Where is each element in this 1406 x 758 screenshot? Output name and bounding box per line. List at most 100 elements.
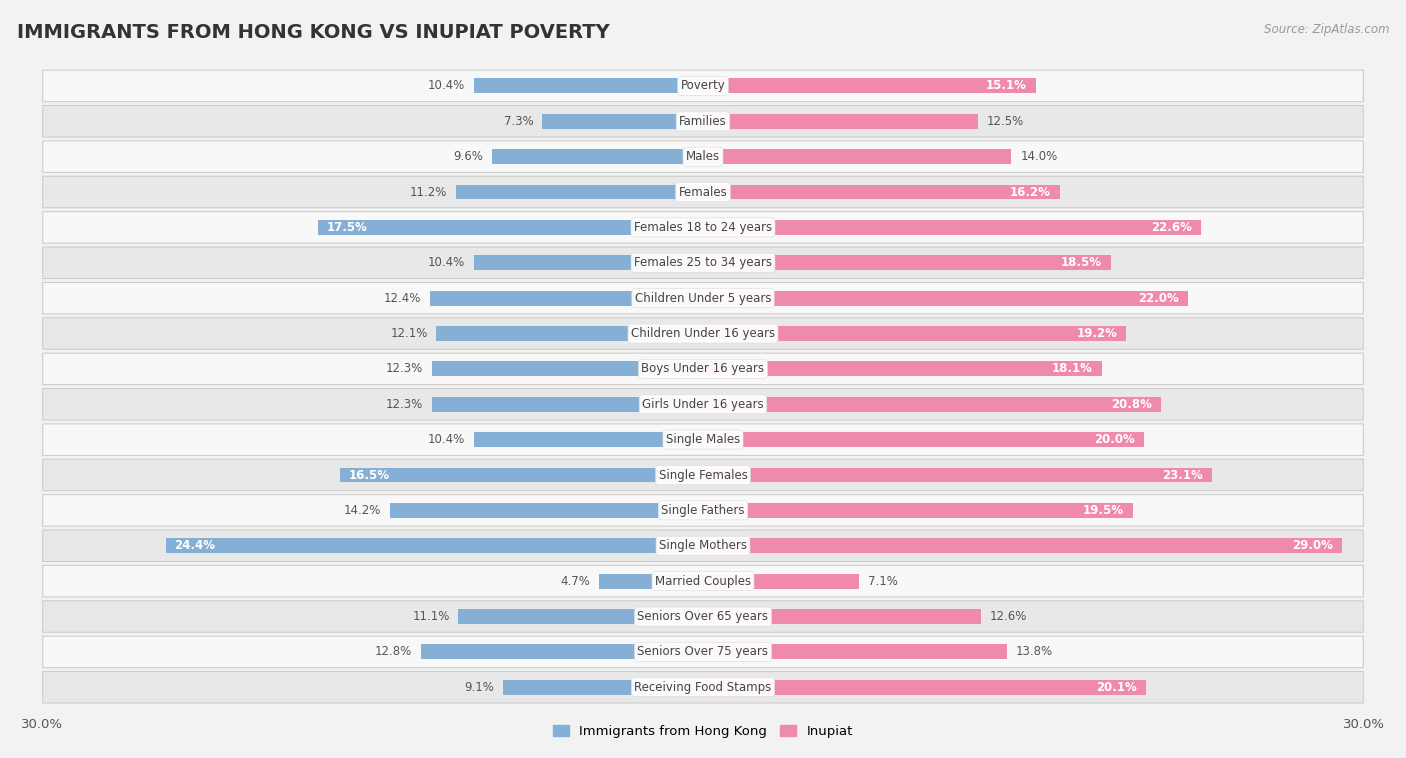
Text: 14.0%: 14.0% — [1021, 150, 1057, 163]
Bar — [432, 362, 703, 376]
Bar — [458, 609, 703, 624]
Text: Females: Females — [679, 186, 727, 199]
Bar — [703, 503, 1133, 518]
Text: 9.1%: 9.1% — [464, 681, 494, 694]
FancyBboxPatch shape — [44, 672, 1362, 703]
Text: 23.1%: 23.1% — [1163, 468, 1204, 481]
Text: Seniors Over 65 years: Seniors Over 65 years — [637, 610, 769, 623]
Text: 22.6%: 22.6% — [1152, 221, 1192, 234]
FancyBboxPatch shape — [42, 459, 1364, 491]
Text: 19.5%: 19.5% — [1083, 504, 1123, 517]
Legend: Immigrants from Hong Kong, Inupiat: Immigrants from Hong Kong, Inupiat — [547, 719, 859, 743]
Text: Females 18 to 24 years: Females 18 to 24 years — [634, 221, 772, 234]
FancyBboxPatch shape — [42, 494, 1364, 527]
Text: 12.5%: 12.5% — [987, 114, 1025, 128]
FancyBboxPatch shape — [44, 495, 1362, 525]
Bar — [502, 680, 703, 694]
Text: IMMIGRANTS FROM HONG KONG VS INUPIAT POVERTY: IMMIGRANTS FROM HONG KONG VS INUPIAT POV… — [17, 23, 610, 42]
FancyBboxPatch shape — [42, 282, 1364, 315]
Bar — [703, 680, 1146, 694]
Text: 11.2%: 11.2% — [411, 186, 447, 199]
FancyBboxPatch shape — [44, 637, 1362, 667]
Bar — [703, 291, 1188, 305]
Text: 15.1%: 15.1% — [986, 80, 1026, 92]
Bar — [703, 468, 1212, 482]
FancyBboxPatch shape — [44, 601, 1362, 631]
Text: 16.5%: 16.5% — [349, 468, 389, 481]
FancyBboxPatch shape — [42, 176, 1364, 208]
Text: Boys Under 16 years: Boys Under 16 years — [641, 362, 765, 375]
FancyBboxPatch shape — [42, 424, 1364, 456]
Text: Families: Families — [679, 114, 727, 128]
Text: 12.3%: 12.3% — [387, 398, 423, 411]
Bar — [703, 114, 979, 129]
FancyBboxPatch shape — [44, 248, 1362, 278]
Text: 14.2%: 14.2% — [344, 504, 381, 517]
Bar — [318, 220, 703, 235]
FancyBboxPatch shape — [42, 246, 1364, 279]
Bar — [436, 326, 703, 341]
Bar — [703, 397, 1161, 412]
Bar — [457, 185, 703, 199]
Text: 7.1%: 7.1% — [868, 575, 898, 587]
Bar — [430, 291, 703, 305]
Text: 4.7%: 4.7% — [561, 575, 591, 587]
Bar — [703, 432, 1143, 447]
Bar — [703, 609, 980, 624]
FancyBboxPatch shape — [42, 600, 1364, 633]
FancyBboxPatch shape — [42, 105, 1364, 137]
Text: 10.4%: 10.4% — [427, 80, 465, 92]
Text: Girls Under 16 years: Girls Under 16 years — [643, 398, 763, 411]
Text: 12.4%: 12.4% — [384, 292, 420, 305]
Bar — [420, 644, 703, 659]
FancyBboxPatch shape — [42, 352, 1364, 385]
Text: Receiving Food Stamps: Receiving Food Stamps — [634, 681, 772, 694]
Bar — [432, 397, 703, 412]
FancyBboxPatch shape — [44, 460, 1362, 490]
Bar — [339, 468, 703, 482]
FancyBboxPatch shape — [42, 70, 1364, 102]
Text: 20.0%: 20.0% — [1094, 433, 1135, 446]
Bar — [703, 79, 1036, 93]
Text: 16.2%: 16.2% — [1010, 186, 1052, 199]
Bar — [703, 149, 1011, 164]
Bar — [703, 220, 1201, 235]
Text: Seniors Over 75 years: Seniors Over 75 years — [637, 645, 769, 659]
Bar — [166, 538, 703, 553]
FancyBboxPatch shape — [42, 636, 1364, 668]
Bar — [703, 538, 1341, 553]
FancyBboxPatch shape — [42, 318, 1364, 349]
FancyBboxPatch shape — [44, 566, 1362, 597]
Text: 18.5%: 18.5% — [1060, 256, 1102, 269]
Bar — [703, 185, 1060, 199]
Text: Single Females: Single Females — [658, 468, 748, 481]
Bar — [474, 432, 703, 447]
Bar — [543, 114, 703, 129]
Bar — [391, 503, 703, 518]
FancyBboxPatch shape — [44, 106, 1362, 136]
FancyBboxPatch shape — [44, 389, 1362, 419]
Text: Single Mothers: Single Mothers — [659, 539, 747, 553]
Text: Children Under 5 years: Children Under 5 years — [634, 292, 772, 305]
Text: 9.6%: 9.6% — [453, 150, 482, 163]
FancyBboxPatch shape — [42, 211, 1364, 243]
FancyBboxPatch shape — [44, 142, 1362, 172]
FancyBboxPatch shape — [44, 177, 1362, 207]
Text: Married Couples: Married Couples — [655, 575, 751, 587]
Text: 10.4%: 10.4% — [427, 256, 465, 269]
Text: 19.2%: 19.2% — [1076, 327, 1118, 340]
Text: 7.3%: 7.3% — [503, 114, 533, 128]
Text: 12.3%: 12.3% — [387, 362, 423, 375]
Text: Children Under 16 years: Children Under 16 years — [631, 327, 775, 340]
FancyBboxPatch shape — [44, 283, 1362, 313]
FancyBboxPatch shape — [42, 530, 1364, 562]
Bar — [703, 362, 1102, 376]
Bar — [703, 574, 859, 588]
Text: Poverty: Poverty — [681, 80, 725, 92]
FancyBboxPatch shape — [44, 70, 1362, 101]
Text: 20.1%: 20.1% — [1097, 681, 1137, 694]
Text: 29.0%: 29.0% — [1292, 539, 1333, 553]
FancyBboxPatch shape — [44, 354, 1362, 384]
Text: Source: ZipAtlas.com: Source: ZipAtlas.com — [1264, 23, 1389, 36]
FancyBboxPatch shape — [44, 212, 1362, 243]
